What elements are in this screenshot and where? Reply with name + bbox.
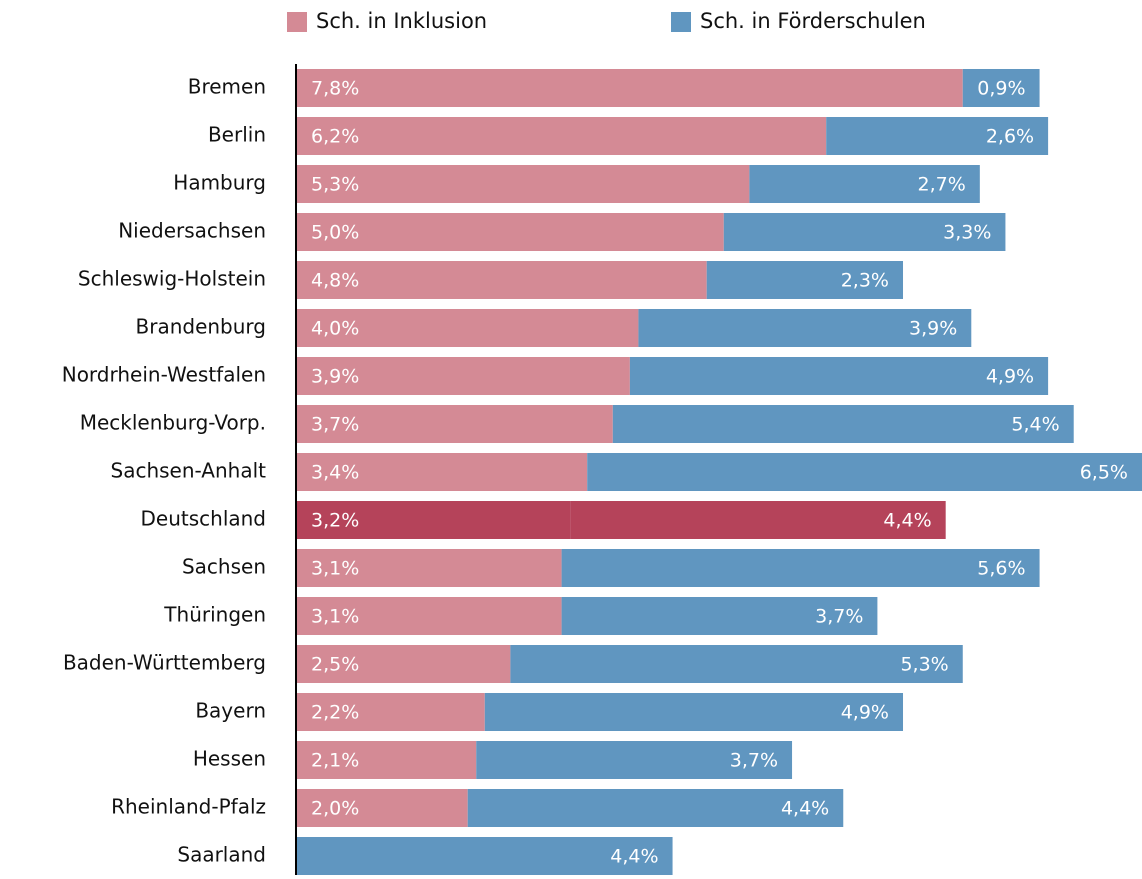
value-label: 2,0% [311, 798, 359, 820]
bar-segment [297, 213, 724, 251]
value-label: 4,0% [311, 318, 359, 340]
value-label: 2,5% [311, 654, 359, 676]
value-label: 2,7% [918, 174, 966, 196]
bar-segment [297, 309, 639, 347]
bar-segment [706, 261, 904, 299]
legend-label: Sch. in Inklusion [316, 9, 487, 33]
bar-segment [561, 597, 878, 635]
value-label: 0,9% [977, 78, 1025, 100]
value-label: 5,3% [311, 174, 359, 196]
value-label: 5,3% [900, 654, 948, 676]
category-label: Nordrhein-Westfalen [62, 363, 266, 387]
value-label: 2,1% [311, 750, 359, 772]
category-label: Deutschland [141, 507, 267, 531]
bar-segment [297, 837, 673, 875]
bar-segment [638, 309, 972, 347]
value-label: 6,2% [311, 126, 359, 148]
value-label: 6,5% [1080, 462, 1128, 484]
bar-segment [476, 741, 793, 779]
value-label: 3,9% [909, 318, 957, 340]
value-label: 5,0% [311, 222, 359, 244]
bar-segment [962, 69, 1040, 107]
bar-segment [297, 789, 468, 827]
category-label: Hessen [193, 747, 266, 771]
value-label: 4,4% [781, 798, 829, 820]
value-label: 4,4% [883, 510, 931, 532]
bar-segment [297, 693, 485, 731]
legend-label: Sch. in Förderschulen [700, 9, 926, 33]
bar-segment [297, 405, 613, 443]
value-label: 4,4% [610, 846, 658, 868]
value-label: 2,2% [311, 702, 359, 724]
value-label: 5,6% [977, 558, 1025, 580]
value-label: 3,9% [311, 366, 359, 388]
bar-segment [297, 645, 511, 683]
category-label: Bremen [188, 75, 266, 99]
bar-segment [297, 741, 477, 779]
bar-segment [297, 549, 562, 587]
bar-segment [561, 549, 1040, 587]
value-label: 4,9% [986, 366, 1034, 388]
value-label: 4,8% [311, 270, 359, 292]
value-label: 3,3% [943, 222, 991, 244]
category-label: Berlin [208, 123, 266, 147]
value-label: 3,4% [311, 462, 359, 484]
bar-segment [587, 453, 1142, 491]
bar-segment [297, 453, 588, 491]
value-label: 2,3% [841, 270, 889, 292]
bar-segment [723, 213, 1006, 251]
category-label: Bayern [195, 699, 266, 723]
bar-segment [749, 165, 980, 203]
value-label: 5,4% [1011, 414, 1059, 436]
category-label: Thüringen [163, 603, 266, 627]
value-label: 3,7% [730, 750, 778, 772]
bar-segment [297, 261, 707, 299]
bar-segment [297, 357, 630, 395]
value-label: 3,1% [311, 606, 359, 628]
category-label: Rheinland-Pfalz [111, 795, 266, 819]
value-label: 3,2% [311, 510, 359, 532]
bar-segment [297, 117, 827, 155]
value-label: 7,8% [311, 78, 359, 100]
bar-segment [297, 165, 750, 203]
bar-segment [297, 597, 562, 635]
category-label: Niedersachsen [118, 219, 266, 243]
bar-segment [297, 69, 963, 107]
value-label: 2,6% [986, 126, 1034, 148]
legend-swatch [671, 12, 691, 32]
value-label: 3,1% [311, 558, 359, 580]
value-label: 3,7% [815, 606, 863, 628]
category-label: Saarland [177, 843, 266, 867]
value-label: 3,7% [311, 414, 359, 436]
value-label: 4,9% [841, 702, 889, 724]
category-label: Schleswig-Holstein [78, 267, 266, 291]
bar-segment [629, 357, 1049, 395]
category-label: Mecklenburg-Vorp. [80, 411, 266, 435]
bar-segment [570, 501, 946, 539]
category-label: Baden-Württemberg [63, 651, 266, 675]
category-label: Brandenburg [136, 315, 267, 339]
bar-segment [297, 501, 571, 539]
category-label: Hamburg [173, 171, 266, 195]
bar-segment [510, 645, 963, 683]
category-label: Sachsen-Anhalt [111, 459, 267, 483]
legend-swatch [287, 12, 307, 32]
bar-segment [612, 405, 1074, 443]
bar-segment [826, 117, 1049, 155]
category-label: Sachsen [182, 555, 266, 579]
bar-segment [484, 693, 904, 731]
bar-segment [467, 789, 844, 827]
